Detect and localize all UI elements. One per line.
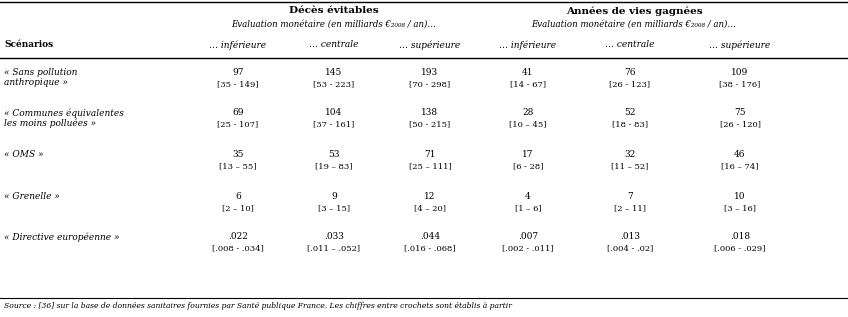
Text: 32: 32 [624, 150, 636, 159]
Text: [37 - 161]: [37 - 161] [313, 120, 354, 128]
Text: « Communes équivalentes
les moins polluées »: « Communes équivalentes les moins pollué… [4, 108, 124, 128]
Text: [10 – 45]: [10 – 45] [510, 120, 547, 128]
Text: « Directive européenne »: « Directive européenne » [4, 232, 120, 242]
Text: « OMS »: « OMS » [4, 150, 43, 159]
Text: « Grenelle »: « Grenelle » [4, 192, 60, 201]
Text: [13 – 55]: [13 – 55] [220, 162, 257, 170]
Text: [14 - 67]: [14 - 67] [510, 80, 546, 88]
Text: [19 – 83]: [19 – 83] [315, 162, 353, 170]
Text: [.004 - .02]: [.004 - .02] [607, 244, 653, 252]
Text: … supérieure: … supérieure [710, 40, 771, 49]
Text: Evaluation monétaire (en milliards €₂₀₀₈ / an)…: Evaluation monétaire (en milliards €₂₀₀₈… [232, 20, 437, 29]
Text: 138: 138 [421, 108, 438, 117]
Text: .044: .044 [420, 232, 440, 241]
Text: [11 – 52]: [11 – 52] [611, 162, 649, 170]
Text: 109: 109 [731, 68, 749, 77]
Text: [25 - 107]: [25 - 107] [217, 120, 259, 128]
Text: 193: 193 [421, 68, 438, 77]
Text: 104: 104 [326, 108, 343, 117]
Text: [.016 - .068]: [.016 - .068] [404, 244, 456, 252]
Text: [3 – 15]: [3 – 15] [318, 204, 350, 212]
Text: .033: .033 [324, 232, 344, 241]
Text: [18 - 83]: [18 - 83] [612, 120, 648, 128]
Text: [4 – 20]: [4 – 20] [414, 204, 446, 212]
Text: [16 – 74]: [16 – 74] [722, 162, 759, 170]
Text: [38 - 176]: [38 - 176] [719, 80, 761, 88]
Text: 71: 71 [424, 150, 436, 159]
Text: [26 - 123]: [26 - 123] [610, 80, 650, 88]
Text: … centrale: … centrale [605, 40, 655, 49]
Text: [.008 - .034]: [.008 - .034] [212, 244, 264, 252]
Text: 41: 41 [522, 68, 533, 77]
Text: [2 – 10]: [2 – 10] [222, 204, 254, 212]
Text: 17: 17 [522, 150, 533, 159]
Text: 76: 76 [624, 68, 636, 77]
Text: … supérieure: … supérieure [399, 40, 460, 49]
Text: … centrale: … centrale [310, 40, 359, 49]
Text: 46: 46 [734, 150, 745, 159]
Text: [6 - 28]: [6 - 28] [513, 162, 544, 170]
Text: 7: 7 [628, 192, 633, 201]
Text: « Sans pollution
anthropique »: « Sans pollution anthropique » [4, 68, 77, 87]
Text: 52: 52 [624, 108, 636, 117]
Text: .013: .013 [620, 232, 640, 241]
Text: .022: .022 [228, 232, 248, 241]
Text: [35 - 149]: [35 - 149] [217, 80, 259, 88]
Text: 12: 12 [424, 192, 436, 201]
Text: Source : [36] sur la base de données sanitaires fournies par Santé publique Fran: Source : [36] sur la base de données san… [4, 302, 512, 310]
Text: 97: 97 [232, 68, 243, 77]
Text: [25 – 111]: [25 – 111] [409, 162, 451, 170]
Text: [50 - 215]: [50 - 215] [410, 120, 450, 128]
Text: Scénarios: Scénarios [4, 40, 53, 49]
Text: [26 - 120]: [26 - 120] [719, 120, 761, 128]
Text: 6: 6 [235, 192, 241, 201]
Text: [1 – 6]: [1 – 6] [515, 204, 541, 212]
Text: 28: 28 [522, 108, 533, 117]
Text: … inférieure: … inférieure [209, 40, 266, 49]
Text: [70 - 298]: [70 - 298] [410, 80, 450, 88]
Text: [3 – 16]: [3 – 16] [724, 204, 756, 212]
Text: 69: 69 [232, 108, 243, 117]
Text: 53: 53 [328, 150, 340, 159]
Text: Evaluation monétaire (en milliards €₂₀₀₈ / an)…: Evaluation monétaire (en milliards €₂₀₀₈… [532, 20, 737, 29]
Text: 145: 145 [326, 68, 343, 77]
Text: [53 - 223]: [53 - 223] [314, 80, 354, 88]
Text: .018: .018 [730, 232, 750, 241]
Text: Années de vies gagnées: Années de vies gagnées [566, 6, 702, 16]
Text: 75: 75 [734, 108, 745, 117]
Text: 35: 35 [232, 150, 243, 159]
Text: 4: 4 [525, 192, 531, 201]
Text: … inférieure: … inférieure [499, 40, 556, 49]
Text: .007: .007 [518, 232, 538, 241]
Text: [.002 - .011]: [.002 - .011] [502, 244, 554, 252]
Text: [2 – 11]: [2 – 11] [614, 204, 646, 212]
Text: [.006 - .029]: [.006 - .029] [714, 244, 766, 252]
Text: 9: 9 [331, 192, 337, 201]
Text: 10: 10 [734, 192, 745, 201]
Text: [.011 – .052]: [.011 – .052] [308, 244, 360, 252]
Text: Décès évitables: Décès évitables [289, 6, 379, 15]
